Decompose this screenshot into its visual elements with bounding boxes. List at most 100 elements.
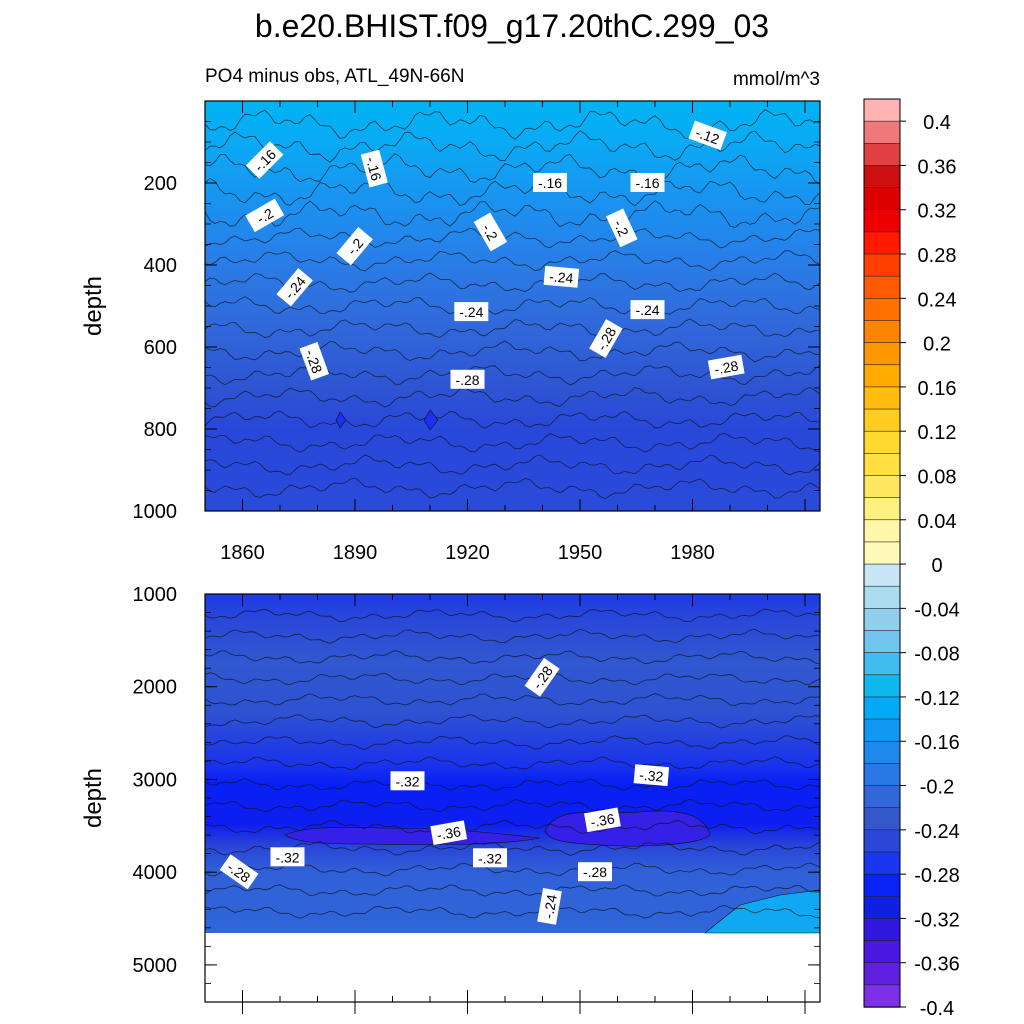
- colorbar-label: 0.08: [918, 466, 957, 488]
- contour-label-box: [589, 319, 623, 359]
- bottom-panel-field: [205, 594, 820, 933]
- colorbar-label: -0.24: [914, 821, 960, 843]
- y-tick-label: 800: [144, 419, 177, 441]
- y-tick-label: 200: [144, 173, 177, 195]
- contour-label: -.32: [390, 771, 425, 791]
- colorbar-swatch: [863, 873, 901, 897]
- contour-label-text: -.16: [538, 175, 562, 191]
- contour-line: [204, 798, 821, 813]
- colorbar-swatch: [863, 342, 901, 366]
- colorbar-swatch: [863, 142, 901, 167]
- contour-label-text: -.24: [459, 304, 483, 320]
- contour-label: -.28: [578, 862, 612, 882]
- colorbar-label: -0.2: [920, 777, 954, 799]
- contour-label-box: [543, 265, 580, 288]
- chart-units: mmol/m^3: [733, 69, 820, 90]
- contour-label-box: [473, 848, 507, 868]
- y-tick-label: 2000: [133, 677, 178, 699]
- colorbar-frame: [863, 98, 901, 1008]
- colorbar-label: -0.4: [920, 998, 954, 1020]
- y-tick-label: 1000: [133, 584, 178, 606]
- contour-label-text: -.12: [693, 124, 721, 147]
- chart-title: b.e20.BHIST.f09_g17.20thC.299_03: [255, 8, 769, 44]
- x-tick-label: 1860: [220, 542, 265, 564]
- colorbar-swatch: [863, 962, 901, 986]
- contour-line: [204, 432, 821, 453]
- contour-label-text: -.36: [436, 823, 463, 843]
- top-panel-minimum-patches: [335, 409, 439, 431]
- colorbar-label: -0.12: [914, 688, 960, 710]
- contour-line: [204, 756, 821, 770]
- contour-line: [204, 454, 821, 476]
- contour-label: -.36: [430, 820, 468, 846]
- colorbar-swatch: [863, 98, 901, 122]
- colorbar-swatch: [863, 298, 901, 322]
- colorbar-swatch: [863, 320, 901, 344]
- colorbar-swatch: [863, 851, 901, 875]
- bottom-panel-ticks: 1000 2000 3000 4000 5000: [133, 584, 820, 1014]
- contour-label: -.16: [630, 173, 665, 192]
- bottom-contour-labels: -.28-.32 -.32-.36-.36-.32 -.32-.28 -.28-.24: [219, 657, 670, 925]
- contour-label-box: [584, 807, 621, 833]
- contour-label: -.32: [270, 847, 305, 867]
- contour-label-box: [630, 300, 665, 320]
- contour-label-box: [219, 854, 259, 890]
- contour-label-text: -.32: [639, 767, 665, 785]
- x-tick-label: 1890: [333, 542, 378, 564]
- contour-line: [204, 672, 821, 686]
- contour-label-text: -.32: [478, 850, 502, 866]
- colorbar-swatch: [863, 497, 901, 521]
- contour-line: [204, 714, 821, 729]
- colorbar-label: 0.28: [918, 245, 957, 267]
- contour-line: [204, 178, 821, 207]
- y-tick-label: 5000: [133, 955, 178, 977]
- contour-label-box: [688, 120, 727, 151]
- contour-line: [204, 250, 821, 272]
- contour-line: [204, 153, 821, 185]
- contour-label-box: [454, 302, 489, 322]
- x-tick-label: 1980: [670, 542, 715, 564]
- colorbar-label: -0.32: [914, 909, 960, 931]
- colorbar-label: -0.16: [914, 732, 960, 754]
- colorbar-swatch: [863, 541, 901, 565]
- contour-label-box: [578, 862, 612, 882]
- contour-label: -.24: [630, 300, 665, 320]
- contour-label-box: [360, 149, 388, 188]
- contour-line: [204, 318, 821, 339]
- top-contour-labels: -.16 -.16-.12-.16 -.16-.2-.2-.2 -.2-.24 -.24…: [245, 120, 745, 389]
- contour-line: [204, 841, 821, 856]
- colorbar-swatch: [863, 563, 901, 587]
- colorbar-swatch: [863, 652, 901, 676]
- contour-line: [204, 477, 821, 500]
- contour-label-box: [633, 764, 670, 787]
- contour-line: [204, 778, 821, 791]
- contour-label: -.2: [336, 227, 373, 266]
- contour-label: -.24: [537, 888, 562, 925]
- contour-label-text: -.24: [540, 893, 560, 920]
- contour-line: [204, 109, 821, 140]
- colorbar-swatch: [863, 807, 901, 831]
- contour-label: -.2: [473, 212, 508, 252]
- contour-line: [204, 735, 821, 750]
- contour-label-text: -.2: [479, 221, 501, 243]
- contour-label-box: [524, 657, 560, 697]
- colorbar-label: -0.28: [914, 865, 960, 887]
- contour-line: [204, 410, 821, 429]
- contour-label-box: [299, 342, 330, 381]
- bottom-y-axis-label: depth: [80, 768, 107, 828]
- contour-label-box: [245, 141, 284, 179]
- y-tick-label: 400: [144, 255, 177, 277]
- contour-label-box: [430, 820, 468, 846]
- colorbar-swatch: [863, 165, 901, 189]
- colorbar-label: 0.2: [923, 334, 951, 356]
- top-panel-ticks: 1860 1890 1920 1950 1980 200 400 600 800 1000: [133, 100, 820, 564]
- contour-label-box: [473, 212, 508, 252]
- colorbar-swatch: [863, 608, 901, 632]
- x-tick-label: 1950: [558, 542, 603, 564]
- colorbar-swatch: [863, 763, 901, 787]
- contour-label-text: -.32: [275, 849, 299, 865]
- colorbar-swatch: [863, 630, 901, 654]
- contour-label-box: [276, 268, 313, 307]
- contour-line: [204, 819, 821, 835]
